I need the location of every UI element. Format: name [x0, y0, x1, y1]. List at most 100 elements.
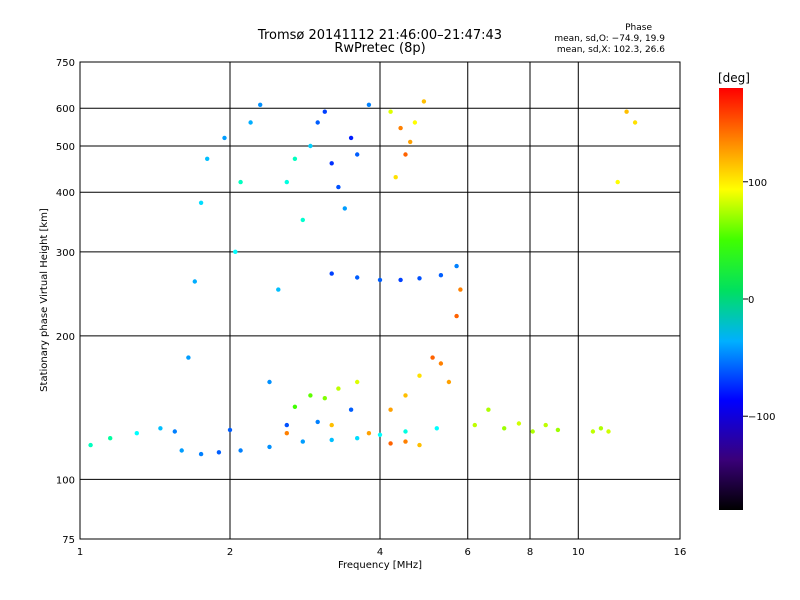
data-point-o [300, 439, 305, 444]
data-point-o [329, 271, 334, 276]
data-point-o [238, 179, 243, 185]
chart-subtitle: RwPretec (8p) [334, 41, 426, 56]
data-point-o [355, 152, 360, 157]
data-point-o [329, 161, 334, 166]
y-tick-label: 750 [56, 58, 75, 69]
data-point-x [606, 429, 611, 434]
data-point-o [238, 448, 243, 453]
data-point-o [438, 273, 444, 278]
data-point-o [355, 275, 360, 280]
data-point-x [393, 175, 398, 180]
data-point-x [486, 407, 491, 412]
phase-stats-title: Phase [625, 23, 652, 33]
colorbar [719, 88, 743, 510]
data-point-x [366, 431, 372, 436]
x-tick-label: 10 [572, 547, 585, 558]
data-point-x [284, 431, 289, 436]
colorbar-unit-label: [deg] [718, 71, 750, 85]
data-point-x [446, 379, 452, 385]
data-point-o [284, 179, 289, 185]
data-point-o [355, 436, 360, 441]
data-point-x [388, 407, 393, 412]
data-point-o [158, 426, 163, 431]
y-axis-label: Stationary phase Virtual Height [km] [39, 208, 50, 392]
x-tick-label: 1 [77, 547, 83, 558]
data-point-o [300, 217, 305, 223]
x-tick-label: 8 [527, 547, 533, 558]
y-tick-label: 200 [56, 332, 75, 343]
data-point-o [348, 407, 354, 412]
data-point-o [377, 432, 383, 437]
data-point-o [322, 109, 327, 114]
data-point-o [315, 120, 320, 125]
data-point-o [276, 287, 281, 292]
data-point-x [438, 361, 444, 366]
data-point-o [366, 102, 372, 108]
data-point-o [233, 249, 238, 254]
data-point-x [598, 426, 604, 431]
data-point-x [417, 373, 422, 378]
data-point-o [315, 419, 320, 425]
x-tick-label: 2 [227, 547, 233, 558]
data-point-o [172, 429, 177, 434]
data-point-x [590, 429, 596, 434]
data-point-o [88, 442, 93, 448]
data-point-o [198, 200, 204, 205]
x-tick-label: 16 [674, 547, 687, 558]
data-point-o [222, 135, 227, 141]
x-tick-label: 6 [465, 547, 471, 558]
data-point-x [398, 125, 403, 131]
data-point-o [434, 426, 439, 431]
y-tick-label: 500 [56, 142, 75, 153]
data-point-x [624, 109, 629, 114]
data-point-x [403, 152, 408, 157]
data-point-o [216, 450, 222, 455]
data-point-o [336, 184, 341, 190]
x-axis-label: Frequency [MHz] [338, 560, 422, 571]
data-point-o [108, 436, 113, 441]
data-point-o [329, 437, 334, 443]
data-point-o [205, 156, 210, 161]
data-point-x [615, 179, 620, 185]
data-point-x [632, 120, 638, 125]
data-point-x [292, 404, 298, 409]
data-point-o [267, 379, 272, 385]
data-point-x [543, 422, 548, 428]
data-point-x [408, 139, 413, 145]
colorbar-tick-label: −100 [748, 412, 775, 423]
data-point-x [430, 355, 435, 360]
data-point-o [403, 429, 408, 434]
data-point-x [336, 386, 341, 391]
data-point-x [388, 441, 393, 446]
data-point-x [403, 393, 408, 398]
chart-title: Tromsø 20141112 21:46:00–21:47:43 [257, 28, 503, 43]
data-point-x [555, 427, 561, 433]
data-point-o [198, 451, 204, 457]
data-point-x [472, 422, 477, 428]
data-point-o [377, 277, 383, 283]
phase-stats-x: mean, sd,X: 102.3, 26.6 [556, 45, 665, 55]
data-point-o [398, 277, 403, 283]
data-point-x [530, 429, 535, 434]
data-point-o [258, 102, 263, 108]
data-point-o [248, 120, 253, 125]
data-point-x [458, 287, 463, 292]
data-point-o [134, 431, 139, 436]
data-point-o [417, 276, 422, 281]
data-point-o [192, 279, 197, 284]
data-point-o [308, 143, 313, 149]
data-point-o [342, 206, 347, 211]
data-point-o [227, 427, 233, 433]
data-point-x [417, 442, 422, 448]
colorbar-ticks: 100 0 −100 [743, 178, 775, 423]
data-point-x [502, 426, 507, 431]
data-points [88, 99, 638, 457]
data-point-o [186, 355, 191, 360]
data-point-x [388, 109, 393, 114]
grid-lines [80, 62, 680, 539]
data-point-x [454, 313, 459, 319]
y-tick-label: 75 [62, 535, 75, 546]
data-point-o [267, 444, 272, 450]
data-point-x [322, 396, 327, 401]
colorbar-tick-label: 0 [748, 295, 754, 306]
